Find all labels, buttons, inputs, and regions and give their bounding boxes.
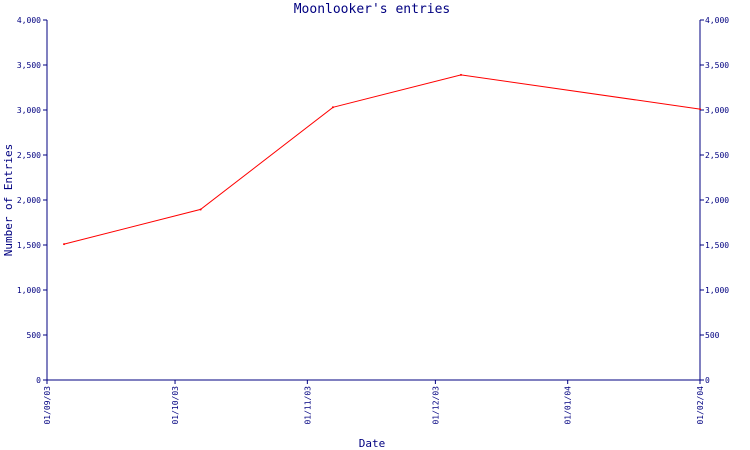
y-tick-label-right: 500: [705, 331, 720, 340]
x-tick-label: 01/11/03: [303, 386, 312, 425]
x-tick-label: 01/09/03: [43, 386, 52, 425]
data-point: [199, 208, 202, 211]
y-tick-label-right: 4,000: [705, 16, 729, 25]
y-tick-label-left: 500: [27, 331, 42, 340]
y-tick-label-right: 0: [705, 376, 710, 385]
y-tick-label-left: 2,500: [17, 151, 41, 160]
y-tick-label-left: 4,000: [17, 16, 41, 25]
y-tick-label-right: 3,000: [705, 106, 729, 115]
y-tick-label-left: 1,000: [17, 286, 41, 295]
x-axis: 01/09/03 01/10/03 01/11/03 01/12/03 01/01/04…: [43, 380, 705, 425]
y-axis-right: 0 500 1,000 1,500 2,000 2,500 3,000 3,500 4,000: [700, 16, 729, 385]
y-tick-label-left: 2,000: [17, 196, 41, 205]
series-line-0: [63, 74, 701, 245]
x-tick-label: 01/02/04: [696, 386, 705, 425]
data-point: [459, 73, 462, 76]
chart-title: Moonlooker's entries: [294, 2, 451, 17]
y-tick-label-right: 1,000: [705, 286, 729, 295]
x-tick-label: 01/10/03: [171, 386, 180, 425]
y-tick-label-left: 1,500: [17, 241, 41, 250]
y-tick-label-right: 2,000: [705, 196, 729, 205]
y-axis-left: 0 500 1,000 1,500 2,000 2,500 3,000 3,500 4,000: [17, 16, 47, 385]
y-tick-label-left: 0: [36, 376, 41, 385]
x-tick-label: 01/12/03: [431, 386, 440, 425]
y-tick-label-left: 3,500: [17, 61, 41, 70]
y-tick-label-right: 2,500: [705, 151, 729, 160]
x-tick-label: 01/01/04: [564, 386, 573, 425]
data-point: [699, 108, 701, 111]
data-point: [331, 106, 334, 109]
series-group: [63, 73, 701, 246]
data-point: [63, 243, 66, 246]
axes: [46, 20, 701, 381]
y-tick-label-left: 3,000: [17, 106, 41, 115]
y-tick-label-right: 3,500: [705, 61, 729, 70]
y-tick-label-right: 1,500: [705, 241, 729, 250]
x-axis-label: Date: [359, 437, 386, 450]
y-axis-label: Number of Entries: [2, 144, 15, 257]
